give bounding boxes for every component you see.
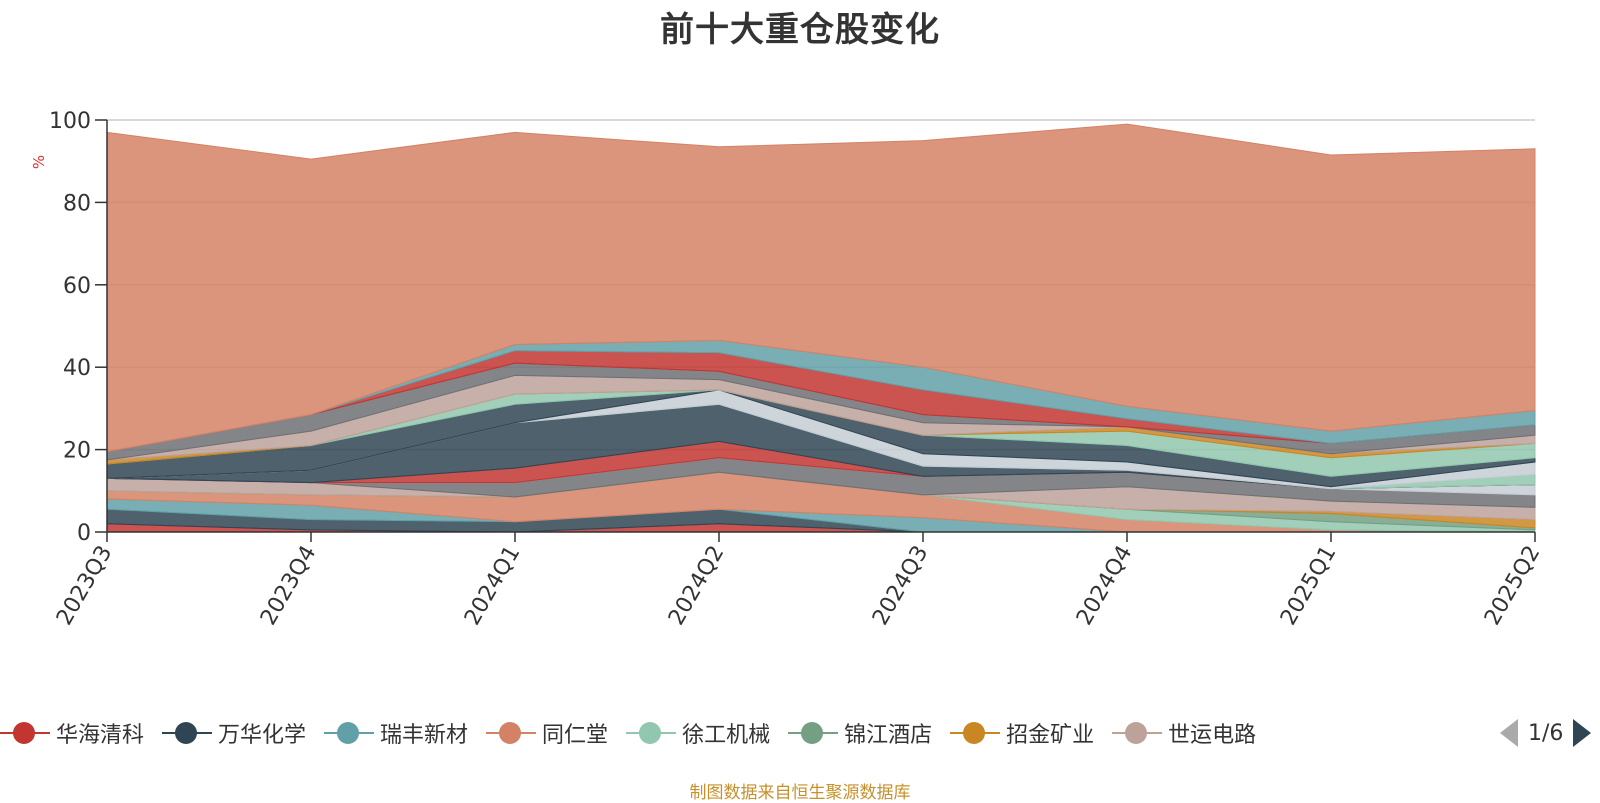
legend-item[interactable]: 华海清科 bbox=[0, 716, 144, 750]
pager-prev-icon[interactable] bbox=[1500, 719, 1518, 747]
legend-marker-icon bbox=[162, 721, 213, 745]
legend-marker-icon bbox=[788, 721, 839, 745]
legend-marker-icon bbox=[324, 721, 375, 745]
legend-item[interactable]: 锦江酒店 bbox=[788, 716, 932, 750]
y-axis-label: % bbox=[30, 155, 48, 169]
source-note: 制图数据来自恒生聚源数据库 bbox=[689, 783, 911, 803]
legend-item[interactable]: 同仁堂 bbox=[486, 716, 608, 750]
chart-title: 前十大重仓股变化 bbox=[660, 10, 940, 50]
legend-marker-icon bbox=[1112, 721, 1163, 745]
chart-area: 0 20 40 60 80 100% 2023Q3 2023Q4 2024Q1 2024Q2 202… bbox=[30, 109, 1545, 630]
series-layer bbox=[106, 123, 1536, 533]
legend-marker-icon bbox=[626, 721, 677, 745]
x-tick-label: 2024Q3 bbox=[868, 542, 933, 630]
x-tick-label: 2023Q4 bbox=[256, 542, 321, 630]
legend-marker-icon bbox=[0, 721, 50, 745]
legend-page-text: 1/6 bbox=[1528, 720, 1564, 746]
y-tick-label: 80 bbox=[63, 191, 91, 216]
y-tick-label: 20 bbox=[63, 439, 91, 464]
legend-marker-icon bbox=[486, 721, 537, 745]
y-tick-label: 100 bbox=[49, 109, 91, 134]
legend-items: 华海清科 万华化学 瑞丰新材 同仁堂 徐工机械 锦江酒店 招金矿业 世运电路 bbox=[0, 716, 1480, 756]
x-tick-label: 2025Q1 bbox=[1276, 542, 1341, 630]
x-tick-label: 2025Q2 bbox=[1480, 542, 1545, 630]
legend-label: 世运电路 bbox=[1168, 723, 1257, 748]
x-tick-label: 2024Q1 bbox=[460, 542, 525, 630]
y-tick-label: 0 bbox=[77, 521, 91, 546]
legend-label: 万华化学 bbox=[218, 723, 307, 748]
x-tick-label: 2024Q2 bbox=[664, 542, 729, 630]
legend-label: 同仁堂 bbox=[542, 723, 609, 748]
legend-pager: 1/6 bbox=[1500, 716, 1592, 750]
legend-marker-icon bbox=[950, 721, 1001, 745]
legend-label: 华海清科 bbox=[56, 723, 145, 748]
legend-label: 招金矿业 bbox=[1006, 723, 1095, 748]
y-tick-label: 60 bbox=[63, 274, 91, 299]
legend: 华海清科 万华化学 瑞丰新材 同仁堂 徐工机械 锦江酒店 招金矿业 世运电路 1/6 bbox=[0, 716, 1600, 756]
legend-item[interactable]: 世运电路 bbox=[1112, 716, 1256, 750]
legend-item[interactable]: 徐工机械 bbox=[626, 716, 770, 750]
legend-label: 锦江酒店 bbox=[844, 723, 933, 748]
y-tick-label: 40 bbox=[63, 356, 91, 381]
legend-item[interactable]: 瑞丰新材 bbox=[324, 716, 468, 750]
pager-next-icon[interactable] bbox=[1573, 719, 1592, 747]
legend-item[interactable]: 招金矿业 bbox=[950, 716, 1094, 750]
x-tick-label: 2024Q4 bbox=[1072, 542, 1137, 630]
x-tick-label: 2023Q3 bbox=[52, 542, 117, 630]
legend-item[interactable]: 万华化学 bbox=[162, 716, 306, 750]
series-area-34 bbox=[106, 123, 1536, 453]
legend-label: 徐工机械 bbox=[682, 723, 771, 748]
legend-label: 瑞丰新材 bbox=[380, 723, 469, 748]
